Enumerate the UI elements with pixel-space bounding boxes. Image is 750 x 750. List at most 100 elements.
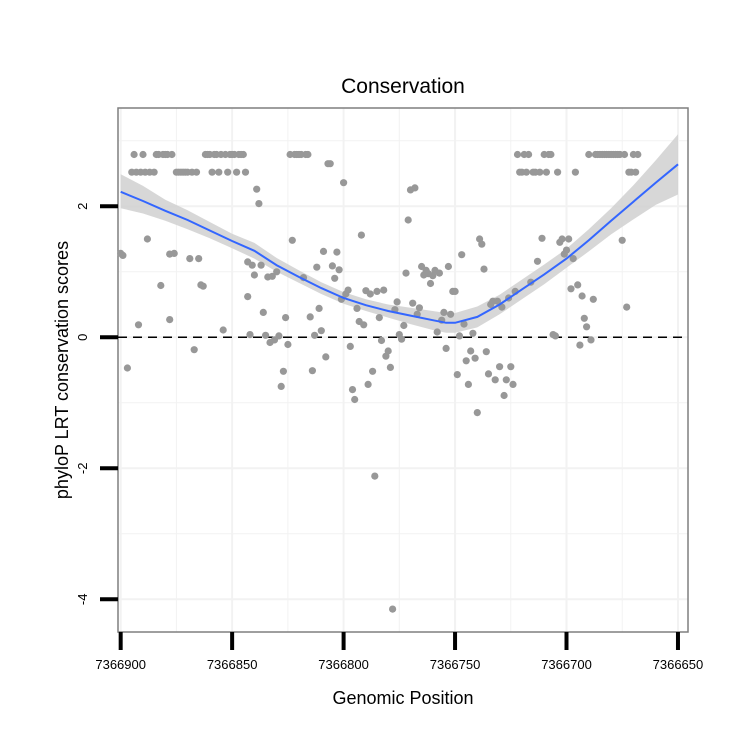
y-tick-label: 2 (75, 203, 90, 210)
data-point (533, 257, 542, 265)
data-point (257, 261, 265, 269)
data-point (632, 168, 640, 176)
data-point (268, 272, 276, 280)
plot-grid (118, 108, 688, 632)
data-point (195, 255, 203, 263)
data-point (328, 262, 336, 270)
data-point (447, 310, 455, 318)
data-point (620, 150, 629, 159)
data-point (513, 150, 522, 159)
confidence-band-layer (120, 134, 678, 333)
chart-title: Conservation (341, 75, 465, 98)
data-point (273, 268, 281, 276)
data-point (157, 281, 165, 290)
data-point (360, 321, 368, 329)
data-point (547, 150, 555, 159)
data-point (589, 295, 597, 303)
data-point (369, 367, 377, 375)
data-point (558, 235, 566, 243)
data-point (130, 150, 138, 159)
data-point (192, 168, 201, 176)
data-points (117, 150, 642, 613)
data-point (440, 308, 448, 316)
data-point (471, 354, 479, 362)
data-point (458, 251, 466, 259)
data-point (139, 150, 147, 159)
data-point (634, 150, 642, 159)
data-point (208, 168, 216, 176)
data-point (415, 304, 423, 312)
x-tick-label: 7366750 (430, 657, 481, 672)
x-tick-label: 7366900 (95, 657, 146, 672)
data-point (364, 380, 372, 388)
data-point (389, 605, 397, 613)
data-point (255, 200, 263, 208)
data-point (306, 313, 314, 321)
data-point (565, 235, 573, 243)
data-point (493, 297, 501, 305)
y-tick-label: 0 (75, 334, 90, 341)
data-point (308, 367, 316, 375)
data-point (500, 391, 508, 400)
data-point (357, 231, 365, 239)
data-point (502, 376, 510, 384)
data-point (246, 331, 254, 339)
data-point (484, 370, 493, 378)
data-point (134, 321, 143, 329)
data-point (460, 320, 468, 328)
data-point (491, 376, 499, 384)
data-point (304, 150, 312, 159)
data-point (433, 328, 441, 336)
data-point (119, 251, 127, 259)
data-point (393, 298, 401, 306)
data-point (239, 150, 247, 159)
data-point (411, 184, 419, 192)
data-point (386, 363, 394, 371)
data-point (377, 336, 386, 345)
data-point (322, 353, 330, 361)
data-point (522, 168, 531, 176)
data-point (480, 265, 488, 273)
data-point (467, 347, 475, 355)
data-point (623, 303, 631, 311)
data-point (426, 279, 435, 288)
data-point (215, 168, 223, 176)
data-point (311, 331, 319, 339)
smooth-line (120, 163, 679, 324)
data-point (373, 287, 381, 295)
data-point (123, 364, 131, 372)
data-point (478, 240, 486, 248)
data-point (400, 321, 408, 330)
data-point (219, 326, 227, 334)
data-point (469, 329, 477, 337)
data-point (482, 348, 490, 356)
data-point (455, 332, 464, 340)
smooth-line-layer (120, 163, 679, 324)
data-point (404, 216, 412, 224)
data-point (166, 316, 174, 324)
data-point (473, 409, 481, 417)
y-axis-title: phyloP LRT conservation scores (52, 241, 72, 499)
data-point (317, 327, 325, 335)
data-point (248, 261, 256, 269)
data-point (567, 285, 575, 293)
data-point (340, 179, 348, 187)
data-point (542, 168, 551, 176)
data-point (444, 262, 452, 271)
data-point (509, 380, 517, 388)
data-point (380, 286, 388, 294)
data-point (402, 269, 410, 277)
data-point (335, 266, 343, 274)
data-point (262, 331, 270, 339)
data-point (587, 336, 595, 344)
data-point (409, 299, 417, 307)
data-point (224, 168, 232, 176)
data-point (496, 363, 504, 371)
data-point (585, 150, 593, 159)
data-point (525, 150, 533, 159)
x-axis-title: Genomic Position (332, 688, 473, 708)
data-point (571, 168, 580, 176)
data-point (536, 168, 544, 176)
data-point (250, 271, 258, 279)
data-point (351, 395, 359, 404)
